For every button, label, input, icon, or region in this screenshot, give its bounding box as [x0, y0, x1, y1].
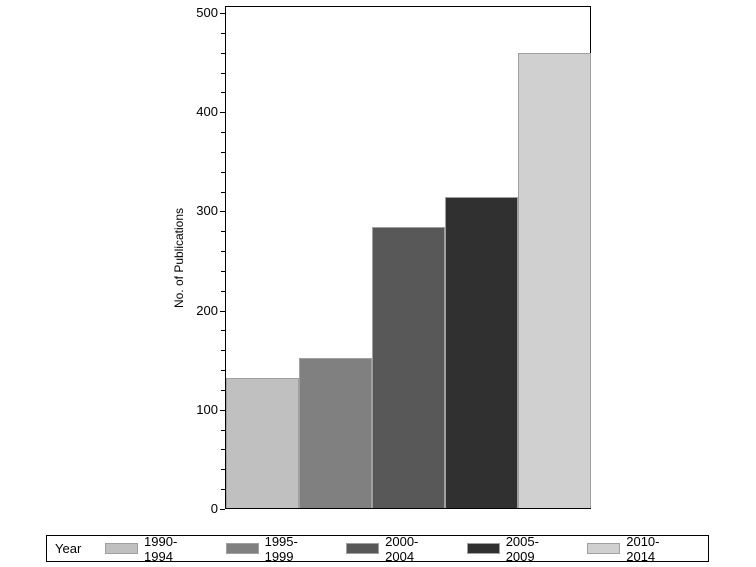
bar-1995-1999: [299, 358, 372, 508]
y-minor-tick: [221, 231, 225, 232]
y-minor-tick: [221, 489, 225, 490]
legend-swatch: [225, 543, 259, 554]
y-major-tick: [220, 13, 225, 14]
legend-label: 2005-2009: [505, 533, 539, 564]
legend-item: 1995-1999: [225, 533, 325, 564]
y-minor-tick: [221, 92, 225, 93]
y-major-tick: [220, 410, 225, 411]
y-minor-tick: [221, 370, 225, 371]
y-minor-tick: [221, 172, 225, 173]
legend-title: Year: [55, 541, 82, 556]
legend-item: 2000-2004: [346, 534, 445, 564]
legend-swatch: [346, 543, 380, 554]
legend-swatch: [105, 543, 139, 554]
legend-item: 2010-2014: [587, 534, 686, 564]
y-minor-tick: [221, 390, 225, 391]
y-minor-tick: [221, 33, 225, 34]
y-tick-label: 0: [210, 501, 218, 516]
y-minor-tick: [221, 330, 225, 331]
y-minor-tick: [221, 469, 225, 470]
y-major-tick: [220, 311, 225, 312]
y-minor-tick: [221, 430, 225, 431]
legend-label: 2000-2004: [385, 533, 419, 564]
legend-swatch: [587, 543, 621, 554]
y-minor-tick: [221, 271, 225, 272]
y-tick-label: 300: [196, 203, 218, 218]
y-major-tick: [220, 509, 225, 510]
y-minor-tick: [221, 132, 225, 133]
legend-item: 1990-1994: [105, 534, 204, 564]
y-tick-label: 400: [196, 104, 218, 119]
bar-2000-2004: [372, 227, 445, 508]
y-major-tick: [220, 211, 225, 212]
legend-item: 2005-2009: [466, 533, 566, 564]
y-minor-tick: [221, 291, 225, 292]
y-minor-tick: [221, 53, 225, 54]
plot-area: [225, 6, 591, 509]
y-tick-label: 500: [196, 5, 218, 20]
y-minor-tick: [221, 192, 225, 193]
y-minor-tick: [221, 350, 225, 351]
y-minor-tick: [221, 152, 225, 153]
bar-2010-2014: [518, 53, 591, 508]
y-axis-title: No. of Publications: [172, 207, 186, 309]
y-major-tick: [220, 112, 225, 113]
y-minor-tick: [221, 449, 225, 450]
bar-2005-2009: [445, 197, 518, 508]
legend-swatch: [466, 543, 500, 554]
y-minor-tick: [221, 251, 225, 252]
legend-label: 1990-1994: [144, 533, 178, 564]
bar-1990-1994: [226, 378, 299, 508]
legend: Year 1990-1994 1995-1999 2000-2004 2005-…: [46, 533, 709, 564]
y-tick-label: 200: [196, 303, 218, 318]
legend-label: 2010-2014: [626, 533, 660, 564]
y-minor-tick: [221, 73, 225, 74]
legend-label: 1995-1999: [264, 533, 298, 564]
y-tick-label: 100: [196, 402, 218, 417]
